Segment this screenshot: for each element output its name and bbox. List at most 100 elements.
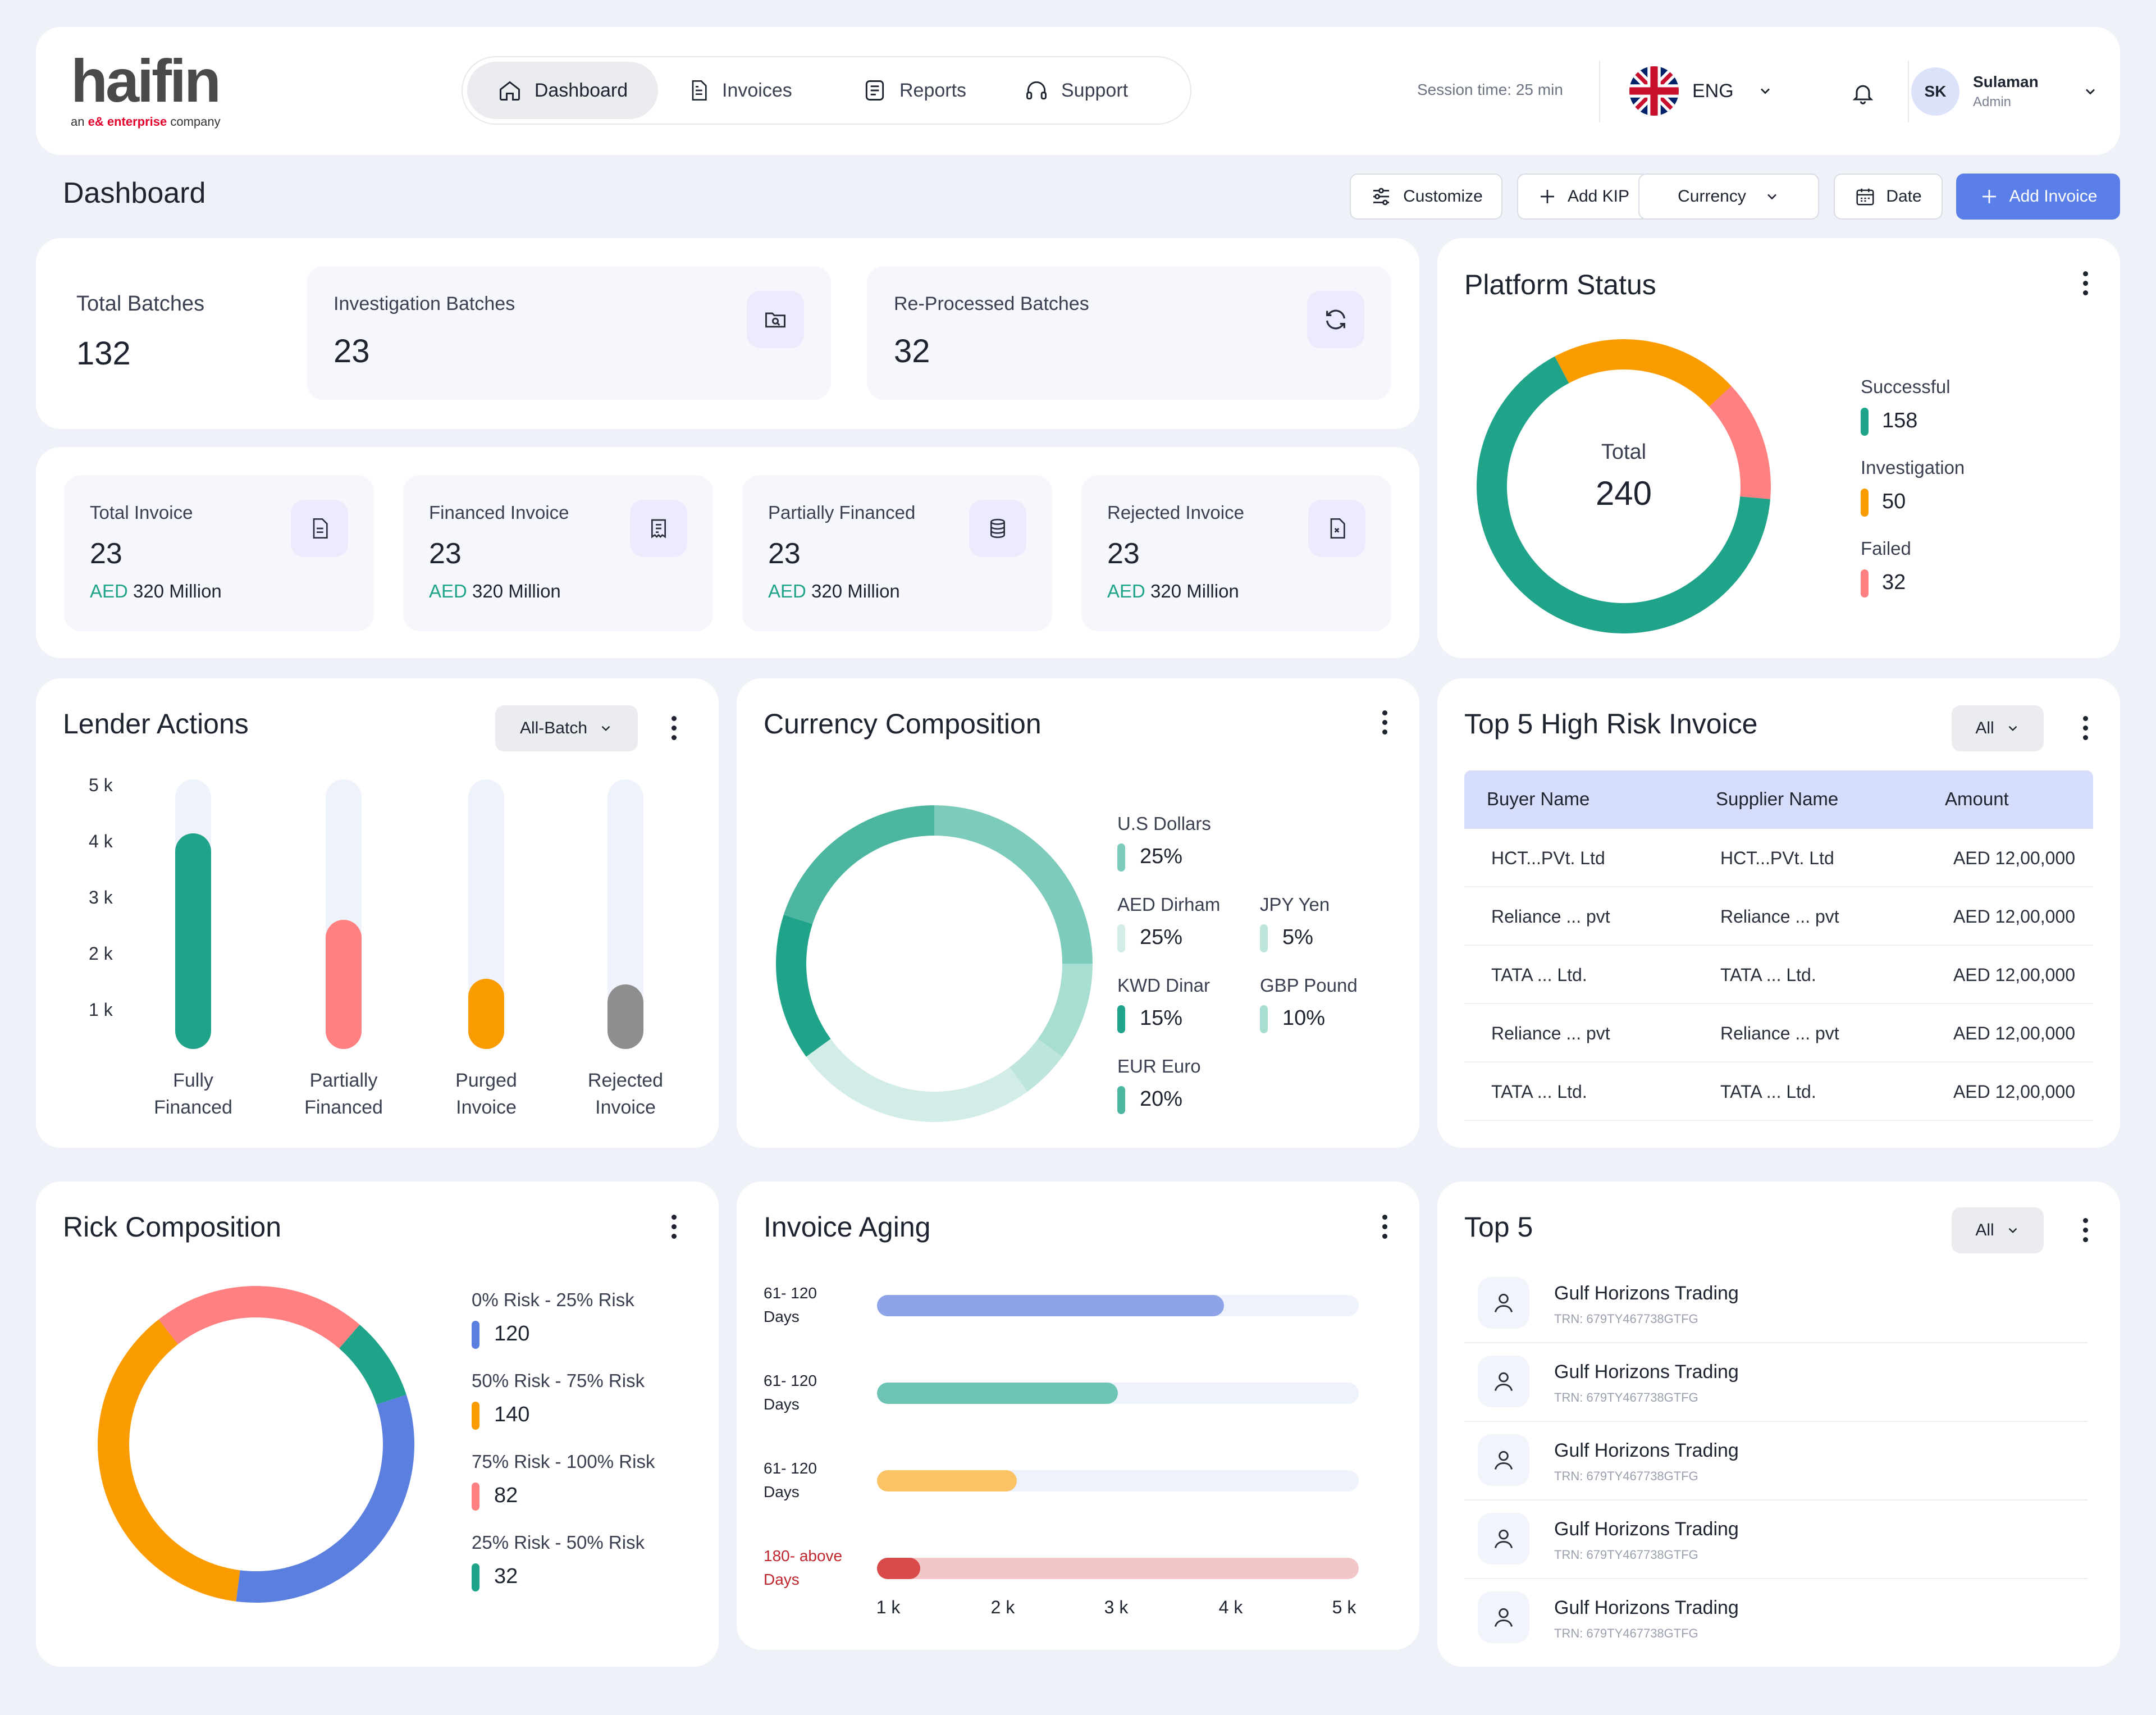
investigation-batches-card[interactable]: Investigation Batches 23 [307, 266, 831, 400]
currency-dropdown[interactable]: Currency [1638, 174, 1819, 220]
main-nav: Dashboard Invoices Reports Support [462, 56, 1191, 125]
list-item[interactable]: Gulf Horizons Trading TRN: 679TY467738GTF… [1464, 1271, 2088, 1343]
high-risk-filter-select[interactable]: All [1952, 705, 2044, 751]
invoice-stat-card[interactable]: Financed Invoice 23 AED 320 Million [403, 475, 713, 631]
company-name: Gulf Horizons Trading [1554, 1440, 1739, 1461]
table-row[interactable]: TATA ... Ltd. TATA ... Ltd. AED 12,00,000 [1464, 1062, 2093, 1121]
aging-bar[interactable] [877, 1558, 921, 1579]
aging-row-label: 61- 120 Days [764, 1372, 817, 1413]
legend-label: Investigation [1861, 457, 1965, 478]
tab-invoices-label: Invoices [722, 79, 792, 101]
bell-icon[interactable] [1851, 80, 1875, 107]
column-header: Amount [1945, 788, 2009, 809]
table-row[interactable]: TATA ... Ltd. TATA ... Ltd. AED 12,00,000 [1464, 946, 2093, 1004]
legend-label: GBP Pound [1260, 975, 1358, 996]
more-options-icon[interactable] [663, 711, 685, 745]
divider [1599, 61, 1600, 122]
table-cell: HCT...PVt. Ltd [1491, 848, 1605, 868]
table-row[interactable]: Reliance ... pvt Reliance ... pvt AED 12,0… [1464, 887, 2093, 946]
batch-filter-select[interactable]: All-Batch [495, 705, 638, 751]
donut-segment-failed[interactable] [1709, 386, 1771, 499]
sliders-icon [1373, 188, 1390, 206]
table-row[interactable]: HCT...PVt. Ltd HCT...PVt. Ltd AED 12,00,00… [1464, 829, 2093, 887]
invoice-stat-value: 23 [90, 537, 122, 570]
tab-reports[interactable]: Reports [862, 62, 966, 119]
user-menu[interactable]: SK Sulaman Admin [1911, 66, 2098, 117]
aging-bar[interactable] [877, 1295, 1224, 1316]
table-header: Buyer Name Supplier Name Amount [1464, 770, 2093, 829]
add-kip-button[interactable]: Add KIP [1517, 174, 1650, 220]
list-item[interactable]: Gulf Horizons Trading TRN: 679TY467738GTF… [1464, 1586, 2088, 1658]
donut-segment-risk-0-25[interactable] [236, 1394, 414, 1603]
add-invoice-button[interactable]: Add Invoice [1956, 174, 2120, 220]
table-row[interactable]: Reliance ... pvt Reliance ... pvt AED 12,0… [1464, 1004, 2093, 1062]
x-tick-label: 2 k [990, 1597, 1015, 1617]
list-item[interactable]: Gulf Horizons Trading TRN: 679TY467738GTF… [1464, 1429, 2088, 1500]
legend-label: EUR Euro [1117, 1056, 1201, 1077]
bar[interactable] [607, 984, 643, 1049]
customize-label: Customize [1403, 187, 1483, 206]
invoice-stat-card[interactable]: Rejected Invoice 23 AED 320 Million [1081, 475, 1391, 631]
table-cell: AED 12,00,000 [1953, 1023, 2075, 1043]
y-tick-label: 3 k [89, 887, 113, 907]
aging-bar[interactable] [877, 1383, 1118, 1404]
brand-logo[interactable]: haifin an e& enterprise company [71, 51, 221, 129]
bar[interactable] [468, 979, 504, 1049]
legend-value: 20% [1140, 1087, 1183, 1111]
invoice-stat-card[interactable]: Total Invoice 23 AED 320 Million [64, 475, 374, 631]
legend-swatch [472, 1321, 479, 1349]
legend-value: 5% [1282, 925, 1313, 949]
reprocessed-batches-label: Re-Processed Batches [894, 293, 1089, 314]
customize-button[interactable]: Customize [1350, 174, 1502, 220]
top5-filter-select[interactable]: All [1952, 1207, 2044, 1253]
legend-swatch [472, 1402, 479, 1430]
batch-filter-label: All-Batch [519, 719, 588, 737]
legend-value: 15% [1140, 1006, 1183, 1030]
currency-composition-card: Currency Composition U.S Dollars 25% AED… [737, 678, 1419, 1148]
company-name: Gulf Horizons Trading [1554, 1283, 1739, 1304]
more-options-icon[interactable] [2074, 266, 2096, 300]
donut-segment-risk-25-50[interactable] [339, 1324, 406, 1405]
aging-bar[interactable] [877, 1470, 1017, 1491]
donut-segment-aed[interactable] [806, 1039, 1027, 1122]
investigation-batches-label: Investigation Batches [334, 293, 515, 314]
legend-swatch [1117, 1005, 1125, 1033]
donut-segment-jpy[interactable] [1010, 1039, 1063, 1092]
risk-composition-title: Rick Composition [63, 1211, 282, 1243]
donut-segment-eur[interactable] [783, 805, 934, 924]
tab-support[interactable]: Support [1024, 62, 1128, 119]
currency-label: Currency [1678, 187, 1746, 206]
date-button[interactable]: Date [1834, 174, 1943, 220]
donut-total-value: 240 [1595, 475, 1652, 512]
language-selector[interactable]: ENG [1629, 64, 1773, 118]
invoice-stat-card[interactable]: Partially Financed 23 AED 320 Million [742, 475, 1052, 631]
bar[interactable] [175, 833, 211, 1049]
donut-segment-kwd[interactable] [776, 914, 831, 1057]
more-options-icon[interactable] [1373, 705, 1396, 739]
invoice-stat-value: 23 [768, 537, 801, 570]
platform-status-title: Platform Status [1464, 269, 1656, 300]
more-options-icon[interactable] [663, 1210, 685, 1243]
tab-dashboard[interactable]: Dashboard [467, 62, 658, 119]
donut-segment-gbp[interactable] [1038, 964, 1093, 1057]
tab-invoices[interactable]: Invoices [687, 62, 792, 119]
chevron-down-icon [1767, 194, 1776, 200]
donut-segment-risk-75-100[interactable] [158, 1286, 360, 1349]
headset-icon [1026, 81, 1047, 100]
bar[interactable] [326, 919, 362, 1049]
more-options-icon[interactable] [1373, 1210, 1396, 1243]
brand-tagline: an e& enterprise company [71, 115, 221, 129]
reprocessed-batches-card[interactable]: Re-Processed Batches 32 [867, 266, 1391, 400]
table-cell: HCT...PVt. Ltd [1720, 848, 1834, 868]
tab-support-label: Support [1061, 79, 1129, 101]
donut-segment-usd[interactable] [934, 805, 1093, 964]
list-item[interactable]: Gulf Horizons Trading TRN: 679TY467738GTF… [1464, 1507, 2088, 1579]
more-options-icon[interactable] [2074, 1213, 2096, 1247]
donut-segment-risk-50-75[interactable] [98, 1319, 240, 1602]
more-options-icon[interactable] [2074, 711, 2096, 745]
user-name: Sulaman [1973, 73, 2039, 90]
table-cell: TATA ... Ltd. [1491, 1082, 1587, 1102]
list-item[interactable]: Gulf Horizons Trading TRN: 679TY467738GTF… [1464, 1350, 2088, 1422]
donut-segment-investigation[interactable] [1554, 339, 1732, 407]
chevron-down-icon [601, 726, 610, 731]
